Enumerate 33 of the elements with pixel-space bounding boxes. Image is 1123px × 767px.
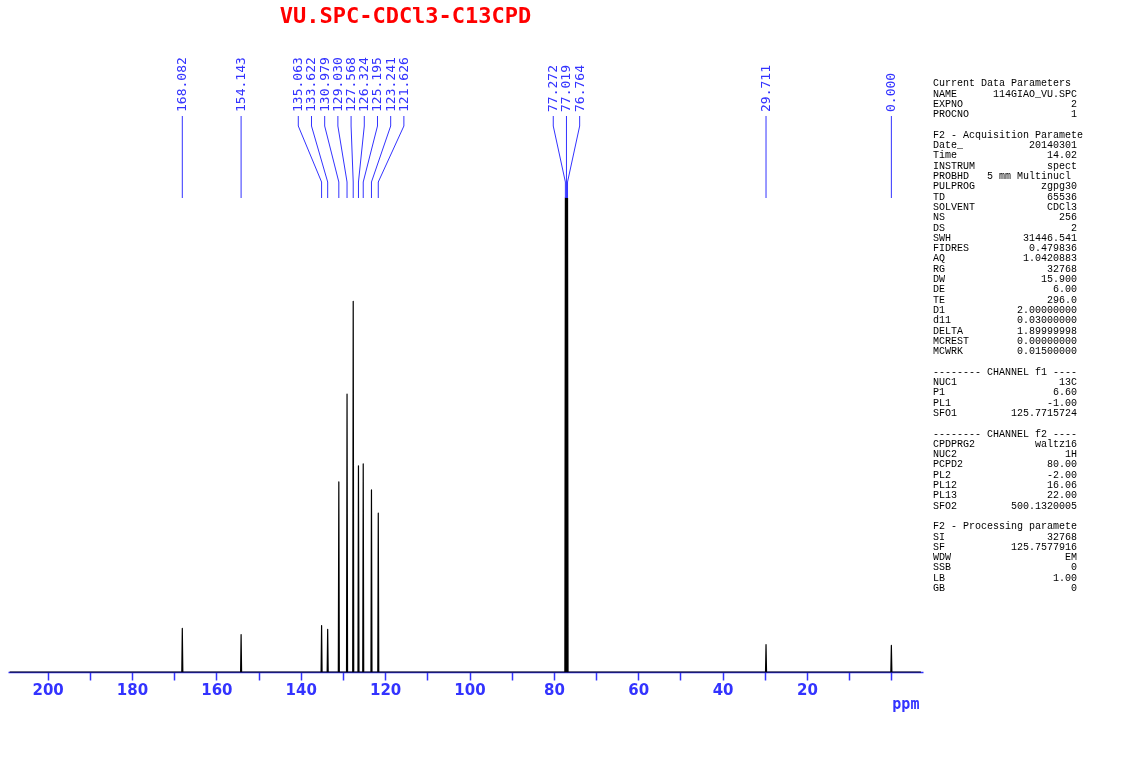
annotation: 125.195: [369, 57, 385, 112]
x-tick-label: 80: [543, 680, 565, 699]
x-tick-label: 160: [201, 680, 233, 699]
chart-title: VU.SPC-CDCl3-C13CPD: [279, 3, 532, 28]
x-tick-label: 20: [797, 680, 818, 699]
annotation: 77.019: [558, 65, 574, 112]
annotation: 130.979: [316, 57, 332, 112]
annotation: 77.272: [545, 65, 561, 112]
text: -------- CHANNEL f2 ---- CPDPRG2 waltz16 NUC2 1H PCPD2 80.00 PL2 -2.00 PL12 16.06 PL13 22.00 SFO2 500.1320005: [933, 428, 1078, 512]
text: F2 - Acquisition Paramete Date_ 20140301 Time 14.02 INSTRUM spect PROBHD 5 mm Multinucl PULPROG zgpg30 TD 65536 SOLVENT CDCl3 NS 256 DS 2 SWH 31446.541 FIDRES 0.479836 AQ 1.0420883 RG 32768 DW 15.900 DE 6.00 TE 296.0 D1 2.00000000 d11 0.03000000 DELTA 1.89999998 MCREST 0.00000000 MCWRK 0.01500000: [933, 129, 1084, 358]
x-tick-label: 40: [712, 680, 734, 699]
x-tick-label: 100: [454, 680, 486, 699]
x-tick-label: 120: [369, 680, 402, 699]
x-tick-label: 180: [116, 680, 149, 699]
annotation: 29.711: [758, 65, 774, 112]
annotation: 123.241: [382, 57, 398, 112]
text: -------- CHANNEL f1 ---- NUC1 13C P1 6.60 PL1 -1.00 SFO1 125.7715724: [933, 366, 1078, 419]
annotation: 168.082: [174, 57, 190, 112]
x-axis-title: ppm: [892, 694, 920, 713]
annotation: 0.000: [883, 72, 899, 112]
x-tick-label: 60: [628, 680, 650, 699]
annotation: 154.143: [233, 57, 249, 112]
annotation: 127.568: [343, 57, 359, 112]
annotation: 76.764: [571, 64, 587, 112]
text: Current Data Parameters NAME 114GIAO_VU.SPC EXPNO 2 PROCNO 1: [933, 78, 1078, 121]
annotation: 121.626: [395, 57, 411, 112]
annotation: 126.324: [356, 57, 372, 112]
text: F2 - Processing paramete SI 32768 SF 125.7577916 WDW EM SSB 0 LB 1.00 GB 0: [933, 521, 1078, 595]
annotation: 133.622: [303, 57, 319, 112]
annotation: 129.030: [329, 57, 345, 112]
annotation: 135.063: [290, 57, 306, 112]
x-tick-label: 140: [285, 680, 317, 699]
x-tick-label: 200: [32, 680, 64, 699]
